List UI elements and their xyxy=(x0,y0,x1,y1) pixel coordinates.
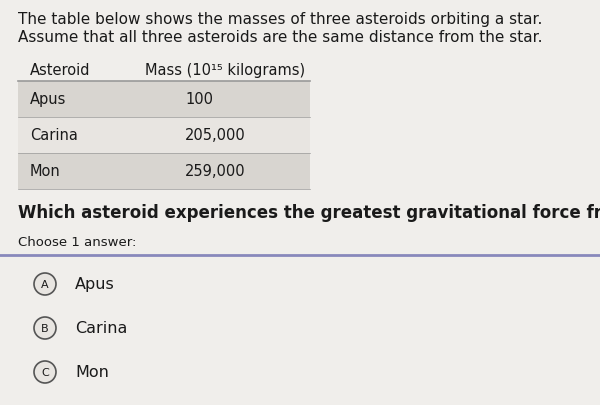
Circle shape xyxy=(34,273,56,295)
Circle shape xyxy=(34,317,56,339)
Text: Mon: Mon xyxy=(75,364,109,379)
Text: 259,000: 259,000 xyxy=(185,164,245,179)
Text: Carina: Carina xyxy=(75,321,127,336)
FancyBboxPatch shape xyxy=(18,82,310,118)
FancyBboxPatch shape xyxy=(18,118,310,153)
Text: Choose 1 answer:: Choose 1 answer: xyxy=(18,235,136,248)
Text: Which asteroid experiences the greatest gravitational force from the star?: Which asteroid experiences the greatest … xyxy=(18,203,600,222)
Text: Mon: Mon xyxy=(30,164,61,179)
Text: A: A xyxy=(41,279,49,289)
Text: 100: 100 xyxy=(185,92,213,107)
Text: Carina: Carina xyxy=(30,128,78,143)
Text: Mass (10¹⁵ kilograms): Mass (10¹⁵ kilograms) xyxy=(145,63,305,78)
Text: The table below shows the masses of three asteroids orbiting a star.: The table below shows the masses of thre… xyxy=(18,12,542,27)
Text: Assume that all three asteroids are the same distance from the star.: Assume that all three asteroids are the … xyxy=(18,30,542,45)
Text: 205,000: 205,000 xyxy=(185,128,246,143)
FancyBboxPatch shape xyxy=(18,153,310,190)
Text: B: B xyxy=(41,323,49,333)
Circle shape xyxy=(34,361,56,383)
Text: Apus: Apus xyxy=(75,277,115,292)
Text: Apus: Apus xyxy=(30,92,67,107)
Text: Asteroid: Asteroid xyxy=(30,63,91,78)
Text: C: C xyxy=(41,367,49,377)
